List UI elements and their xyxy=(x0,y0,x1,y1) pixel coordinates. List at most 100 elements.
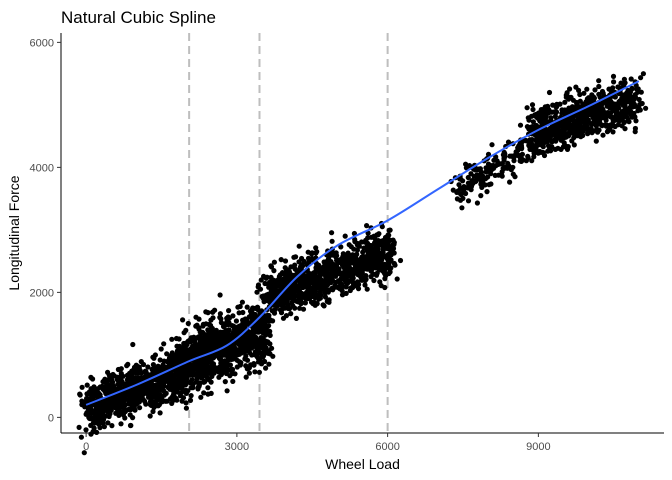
data-point xyxy=(364,223,370,229)
data-point xyxy=(512,174,518,180)
y-tick-label: 0 xyxy=(48,412,54,424)
data-point xyxy=(350,260,356,266)
data-point xyxy=(595,129,601,135)
data-point xyxy=(336,266,342,272)
data-point xyxy=(564,93,571,99)
data-point xyxy=(272,290,278,296)
data-point xyxy=(577,98,583,104)
x-tick-label: 9000 xyxy=(526,441,550,453)
data-point xyxy=(111,383,117,389)
data-point xyxy=(465,174,471,181)
data-point xyxy=(224,361,230,367)
data-point xyxy=(373,242,379,248)
data-point xyxy=(189,371,195,377)
data-point xyxy=(597,106,603,112)
data-point xyxy=(284,277,290,284)
data-point xyxy=(577,121,583,127)
data-point xyxy=(554,103,560,110)
data-point xyxy=(208,371,214,377)
data-point xyxy=(229,370,236,376)
data-point xyxy=(252,324,258,330)
data-point xyxy=(85,406,91,412)
data-point xyxy=(346,242,352,248)
data-point xyxy=(217,311,223,317)
data-point xyxy=(157,410,163,416)
data-point xyxy=(271,259,277,265)
data-point xyxy=(505,139,512,145)
data-point xyxy=(530,119,537,125)
data-point xyxy=(101,424,107,430)
data-point xyxy=(84,395,90,402)
data-point xyxy=(151,386,157,392)
data-point xyxy=(590,111,596,117)
data-point xyxy=(181,353,187,359)
data-point xyxy=(329,277,335,283)
data-point xyxy=(397,257,404,264)
data-point xyxy=(131,364,138,370)
data-point xyxy=(125,390,131,396)
data-point xyxy=(392,262,398,268)
data-point xyxy=(305,278,311,284)
data-point xyxy=(351,246,357,252)
data-point xyxy=(243,353,249,359)
data-point xyxy=(352,281,358,287)
data-point xyxy=(314,267,320,273)
data-point xyxy=(593,138,599,144)
data-point xyxy=(294,283,300,289)
data-point xyxy=(321,268,327,274)
data-point xyxy=(529,102,536,108)
data-point xyxy=(643,105,649,111)
data-point xyxy=(288,264,294,270)
data-point xyxy=(236,339,242,345)
data-point xyxy=(350,252,356,258)
data-point xyxy=(288,311,294,317)
data-point xyxy=(163,364,169,370)
data-point xyxy=(115,374,121,380)
data-point xyxy=(158,346,164,352)
data-point xyxy=(122,415,128,421)
data-point xyxy=(343,260,349,266)
data-point xyxy=(181,330,187,336)
data-point xyxy=(233,318,239,324)
data-point xyxy=(256,369,262,375)
data-point xyxy=(248,335,254,341)
data-point xyxy=(226,308,232,314)
data-point xyxy=(249,308,255,314)
data-point xyxy=(499,160,505,167)
data-point xyxy=(81,450,87,456)
data-point xyxy=(95,392,101,398)
data-point xyxy=(115,408,121,415)
data-point xyxy=(567,86,573,92)
data-point xyxy=(547,135,553,142)
data-point xyxy=(474,172,480,178)
data-point xyxy=(254,289,260,295)
data-point xyxy=(556,123,563,129)
data-point xyxy=(318,277,324,283)
data-point xyxy=(180,368,186,374)
data-point xyxy=(270,353,276,359)
data-point xyxy=(282,258,289,264)
data-point xyxy=(183,405,189,411)
data-point xyxy=(321,259,327,265)
data-point xyxy=(559,110,565,116)
data-point xyxy=(132,369,139,375)
data-point xyxy=(236,310,242,316)
data-point xyxy=(381,241,387,247)
data-point xyxy=(385,246,391,252)
data-point xyxy=(341,270,347,276)
data-point xyxy=(188,393,194,399)
data-point xyxy=(217,365,223,371)
data-point xyxy=(194,371,200,377)
data-point xyxy=(363,273,369,279)
data-point xyxy=(572,133,578,139)
data-point xyxy=(342,233,348,239)
data-point xyxy=(282,305,288,311)
data-point xyxy=(169,400,175,406)
data-point xyxy=(488,163,494,169)
data-point xyxy=(337,281,344,287)
data-point xyxy=(501,152,507,158)
data-point xyxy=(229,366,235,372)
data-point xyxy=(91,388,97,394)
data-point xyxy=(278,257,284,263)
data-point xyxy=(241,341,247,348)
